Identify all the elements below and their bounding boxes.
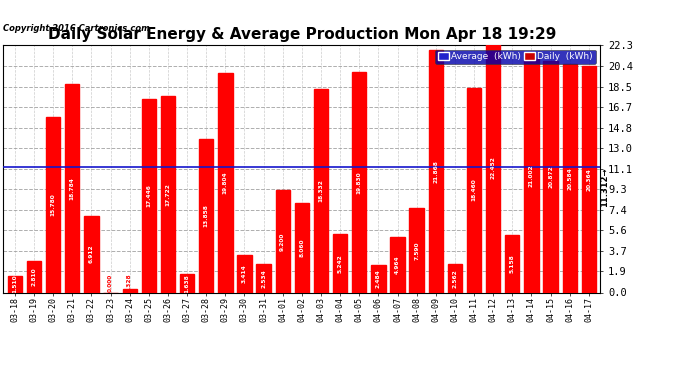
Text: 2.534: 2.534: [261, 269, 266, 288]
Bar: [218, 73, 233, 292]
Text: 20.872: 20.872: [548, 165, 553, 188]
Bar: [161, 96, 175, 292]
Text: 5.242: 5.242: [337, 254, 343, 273]
Text: 15.780: 15.780: [50, 194, 56, 216]
Text: ←11.312: ←11.312: [0, 146, 3, 188]
Text: 19.830: 19.830: [357, 171, 362, 194]
Text: 9.200: 9.200: [280, 232, 285, 251]
Text: 18.784: 18.784: [70, 177, 75, 200]
Bar: [486, 44, 500, 292]
Text: Copyright 2016 Cartronics.com: Copyright 2016 Cartronics.com: [3, 24, 150, 33]
Text: 3.414: 3.414: [242, 264, 247, 283]
Bar: [8, 276, 22, 292]
Legend: Average  (kWh), Daily  (kWh): Average (kWh), Daily (kWh): [435, 50, 595, 64]
Bar: [275, 190, 290, 292]
Bar: [505, 235, 520, 292]
Text: 13.858: 13.858: [204, 204, 209, 227]
Bar: [544, 61, 558, 292]
Text: 17.722: 17.722: [166, 183, 170, 206]
Bar: [524, 59, 539, 292]
Text: 0.328: 0.328: [127, 273, 132, 292]
Text: 7.590: 7.590: [414, 241, 419, 260]
Bar: [295, 203, 309, 292]
Text: 21.868: 21.868: [433, 160, 438, 183]
Text: 2.484: 2.484: [376, 269, 381, 288]
Text: 6.912: 6.912: [89, 245, 94, 264]
Bar: [46, 117, 60, 292]
Text: 8.060: 8.060: [299, 238, 304, 257]
Bar: [237, 255, 252, 292]
Text: 19.804: 19.804: [223, 171, 228, 194]
Text: 1.638: 1.638: [185, 274, 190, 293]
Bar: [467, 88, 481, 292]
Bar: [199, 139, 213, 292]
Bar: [409, 208, 424, 292]
Bar: [371, 265, 386, 292]
Bar: [84, 216, 99, 292]
Text: 11.312→: 11.312→: [600, 167, 609, 207]
Bar: [27, 261, 41, 292]
Text: 20.584: 20.584: [567, 167, 572, 190]
Text: 4.964: 4.964: [395, 256, 400, 274]
Text: 18.332: 18.332: [319, 179, 324, 202]
Bar: [391, 237, 405, 292]
Bar: [582, 66, 596, 292]
Bar: [314, 89, 328, 292]
Bar: [562, 64, 577, 292]
Text: 2.562: 2.562: [453, 269, 457, 288]
Text: 22.452: 22.452: [491, 156, 495, 179]
Text: 20.364: 20.364: [586, 168, 591, 191]
Title: Daily Solar Energy & Average Production Mon Apr 18 19:29: Daily Solar Energy & Average Production …: [48, 27, 556, 42]
Bar: [333, 234, 347, 292]
Text: 21.002: 21.002: [529, 165, 534, 187]
Text: 17.446: 17.446: [146, 184, 151, 207]
Bar: [123, 289, 137, 292]
Text: 18.460: 18.460: [471, 178, 477, 201]
Bar: [257, 264, 270, 292]
Bar: [180, 274, 195, 292]
Bar: [141, 99, 156, 292]
Text: 1.510: 1.510: [12, 275, 17, 293]
Text: 0.000: 0.000: [108, 274, 113, 292]
Bar: [352, 72, 366, 292]
Text: 2.810: 2.810: [32, 268, 37, 286]
Text: 5.158: 5.158: [510, 255, 515, 273]
Bar: [448, 264, 462, 292]
Bar: [65, 84, 79, 292]
Bar: [428, 50, 443, 292]
